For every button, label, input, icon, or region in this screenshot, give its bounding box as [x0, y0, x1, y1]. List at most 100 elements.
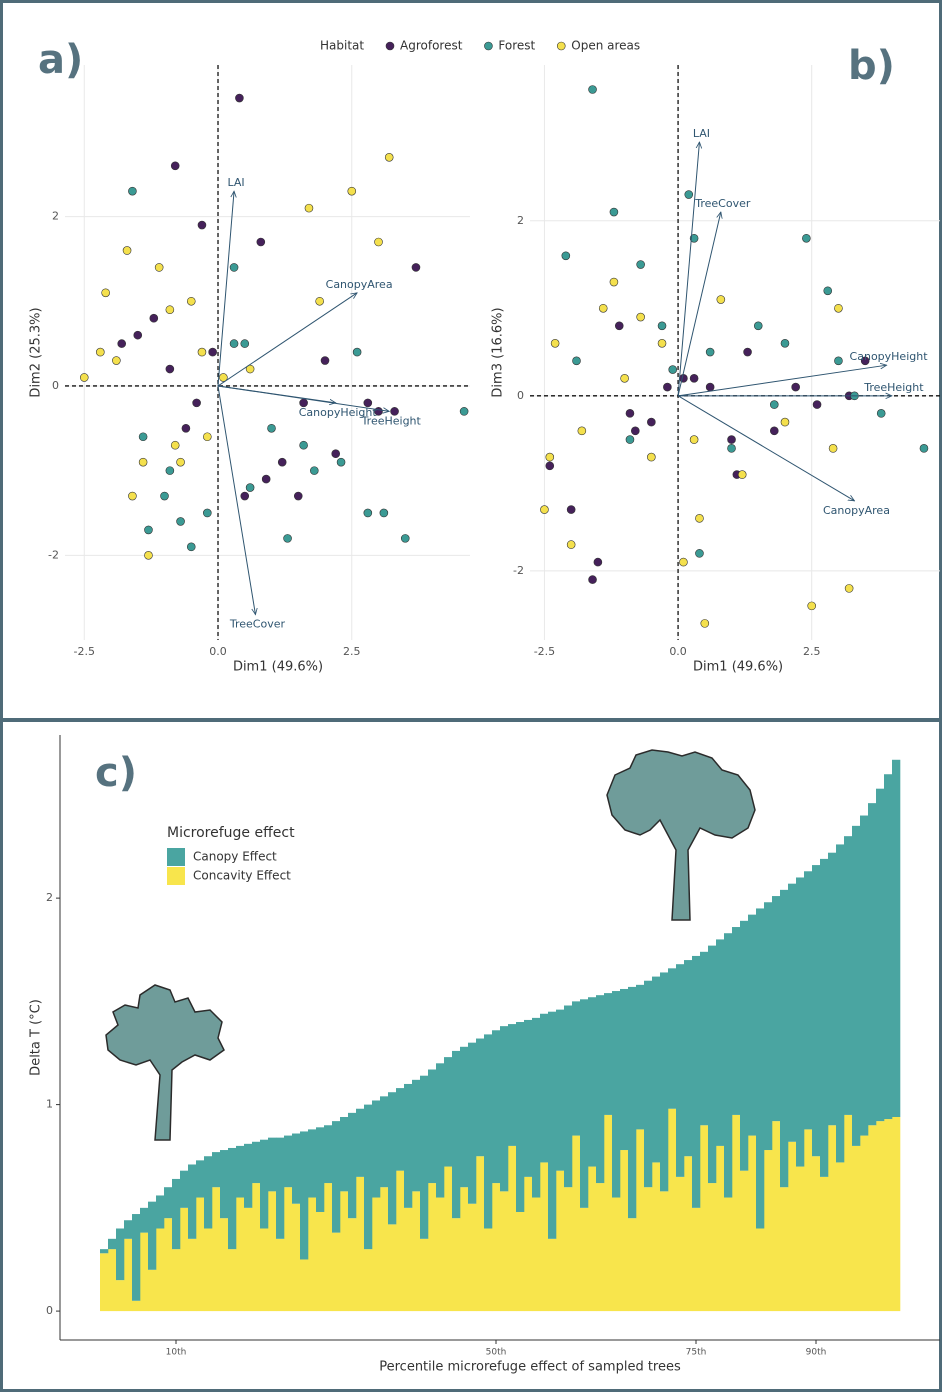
point — [546, 462, 554, 470]
bar-segment — [612, 991, 620, 1197]
bar-segment — [444, 1057, 452, 1166]
bar-segment — [204, 1156, 212, 1228]
point — [187, 297, 195, 305]
bar-segment — [396, 1171, 404, 1311]
bar-segment — [620, 989, 628, 1150]
bar-segment — [188, 1164, 196, 1238]
bar-segment — [284, 1136, 292, 1188]
bar-segment — [348, 1113, 356, 1218]
bar-segment — [868, 1125, 876, 1311]
bar-segment — [308, 1129, 316, 1197]
point — [679, 374, 687, 382]
point — [380, 509, 388, 517]
point — [770, 427, 778, 435]
bar-segment — [572, 1136, 580, 1312]
bar-segment — [212, 1152, 220, 1187]
bar-segment — [796, 877, 804, 1166]
x-tick-label: 90th — [806, 1348, 827, 1358]
bar-segment — [452, 1051, 460, 1218]
point — [647, 418, 655, 426]
loading-arrow — [678, 365, 886, 396]
legend-label: Concavity Effect — [193, 869, 291, 883]
bar-segment — [668, 1109, 676, 1311]
bar-segment — [292, 1204, 300, 1311]
point — [631, 427, 639, 435]
bar-segment — [276, 1239, 284, 1311]
point — [268, 424, 276, 432]
bar-segment — [388, 1092, 396, 1224]
bar-segment — [828, 853, 836, 1126]
bar-segment — [564, 1187, 572, 1311]
bar-segment — [380, 1187, 388, 1311]
loading-arrow — [218, 191, 234, 386]
bar-segment — [596, 995, 604, 1183]
bar-segment — [180, 1208, 188, 1311]
point — [348, 187, 356, 195]
bar-segment — [740, 921, 748, 1171]
bar-segment — [516, 1212, 524, 1311]
bar-segment — [660, 972, 668, 1191]
point — [728, 436, 736, 444]
bar-segment — [636, 985, 644, 1130]
point — [150, 314, 158, 322]
bar-segment — [500, 1191, 508, 1311]
point — [198, 221, 206, 229]
point — [305, 204, 313, 212]
bar-segment — [748, 915, 756, 1136]
point — [781, 339, 789, 347]
x-tick-label: 2.5 — [343, 645, 361, 658]
bar-segment — [300, 1131, 308, 1259]
y-tick-label: 0 — [52, 379, 59, 392]
bar-segment — [788, 884, 796, 1142]
bar-segment — [812, 1156, 820, 1311]
bar-segment — [388, 1224, 396, 1311]
bar-segment — [268, 1138, 276, 1192]
point — [567, 541, 575, 549]
bar-segment — [732, 1115, 740, 1311]
point — [658, 322, 666, 330]
legend-swatch — [167, 848, 185, 866]
point — [128, 492, 136, 500]
bar-segment — [228, 1249, 236, 1311]
bar-segment — [196, 1160, 204, 1197]
loading-label: LAI — [693, 127, 710, 140]
bar-segment — [684, 1156, 692, 1311]
point — [364, 509, 372, 517]
bar-segment — [772, 1121, 780, 1311]
point — [139, 433, 147, 441]
bar-segment — [860, 816, 868, 1136]
point — [412, 263, 420, 271]
bar-segment — [340, 1117, 348, 1191]
y-tick-label: -2 — [48, 548, 59, 561]
bar-segment — [756, 1228, 764, 1311]
bar-segment — [244, 1208, 252, 1311]
x-tick-label: -2.5 — [74, 645, 95, 658]
y-tick-label: 0 — [46, 1304, 53, 1317]
point — [203, 509, 211, 517]
bar-segment — [556, 1010, 564, 1171]
bar-segment — [308, 1198, 316, 1312]
bar-segment — [884, 1119, 892, 1311]
bar-segment — [692, 956, 700, 1208]
bar-segment — [212, 1187, 220, 1311]
point — [187, 543, 195, 551]
point — [599, 304, 607, 312]
bar-segment — [100, 1253, 108, 1311]
bar-segment — [108, 1239, 116, 1249]
point — [546, 453, 554, 461]
point — [102, 289, 110, 297]
point — [123, 246, 131, 254]
x-tick-label: 75th — [686, 1348, 707, 1358]
point — [235, 94, 243, 102]
tree-small — [106, 985, 224, 1140]
x-tick-label: 10th — [166, 1348, 187, 1358]
point — [262, 475, 270, 483]
bar-segment — [684, 960, 692, 1156]
point — [770, 401, 778, 409]
point — [685, 191, 693, 199]
bar-segment — [852, 1146, 860, 1311]
point — [209, 348, 217, 356]
bar-segment — [628, 987, 636, 1218]
bar-segment — [844, 836, 852, 1115]
point — [738, 471, 746, 479]
